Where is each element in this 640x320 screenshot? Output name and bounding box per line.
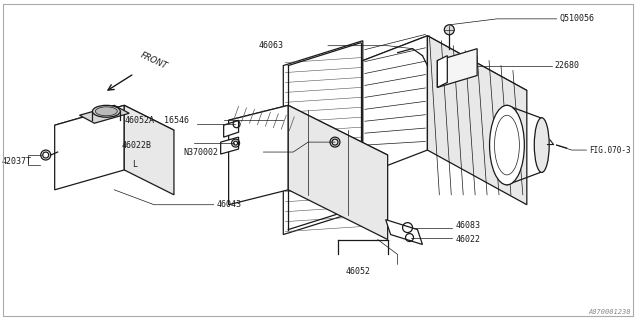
Ellipse shape (95, 107, 117, 116)
Text: 22680: 22680 (555, 61, 580, 70)
Ellipse shape (534, 118, 549, 172)
Text: 42037T: 42037T (2, 157, 32, 166)
Polygon shape (54, 105, 174, 150)
Polygon shape (363, 36, 527, 115)
Text: L: L (132, 160, 137, 170)
Polygon shape (288, 105, 388, 240)
Ellipse shape (490, 105, 524, 185)
Text: FIG.070-3: FIG.070-3 (589, 146, 631, 155)
Text: 46052: 46052 (346, 267, 371, 276)
Text: 46043: 46043 (217, 200, 242, 209)
Polygon shape (284, 41, 363, 235)
Text: FRONT: FRONT (139, 50, 169, 70)
Polygon shape (54, 105, 124, 190)
Text: 46063: 46063 (259, 41, 284, 50)
Polygon shape (386, 220, 422, 244)
Polygon shape (363, 36, 428, 175)
Polygon shape (228, 105, 288, 205)
Polygon shape (221, 137, 239, 154)
Polygon shape (124, 105, 174, 195)
Text: 16546: 16546 (164, 116, 189, 125)
Polygon shape (437, 56, 447, 87)
Text: 46022: 46022 (455, 235, 480, 244)
Text: 46022B: 46022B (121, 140, 151, 149)
Polygon shape (228, 105, 388, 170)
Text: 46052A: 46052A (124, 116, 154, 125)
Text: A070001230: A070001230 (589, 309, 631, 315)
Circle shape (444, 25, 454, 35)
Polygon shape (79, 105, 129, 123)
Ellipse shape (495, 115, 520, 175)
Text: 46083: 46083 (455, 221, 480, 230)
Text: Q510056: Q510056 (559, 14, 595, 23)
Text: N370002: N370002 (184, 148, 219, 156)
Polygon shape (437, 49, 477, 87)
Polygon shape (428, 36, 527, 205)
Ellipse shape (92, 105, 120, 117)
Polygon shape (223, 120, 239, 137)
